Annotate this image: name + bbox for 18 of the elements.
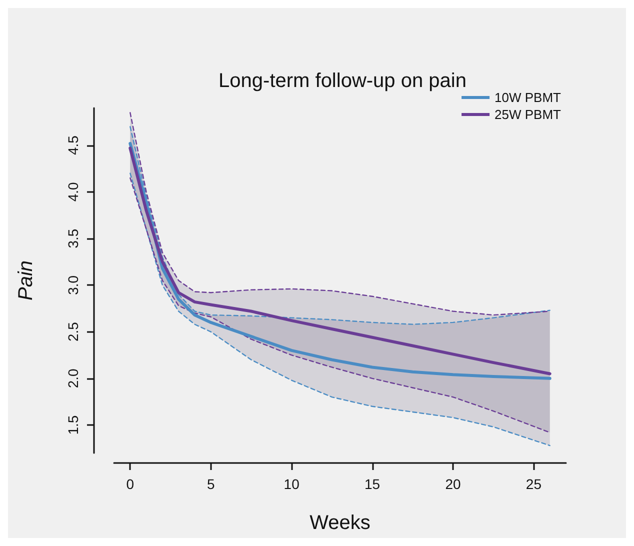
y-tick-label: 4.0 [65,182,81,202]
x-tick-label: 10 [284,476,300,492]
x-tick-label: 0 [126,476,134,492]
chart-title: Long-term follow-up on pain [218,70,466,92]
y-tick-label: 2.5 [65,322,81,342]
y-tick-label: 4.5 [65,135,81,156]
y-tick-label: 3.5 [65,228,81,248]
y-tick-label: 1.5 [65,415,81,435]
y-axis-title: Pain [15,260,37,301]
x-tick-label: 15 [364,476,380,492]
x-tick-label: 20 [445,476,461,492]
y-tick-label: 2.0 [65,368,81,388]
legend-label: 25W PBMT [494,107,562,122]
x-axis-title: Weeks [310,512,370,534]
legend-label: 10W PBMT [494,90,562,105]
x-tick-label: 5 [206,476,215,492]
y-tick-label: 3.0 [65,275,81,295]
x-tick-label: 25 [526,476,542,492]
